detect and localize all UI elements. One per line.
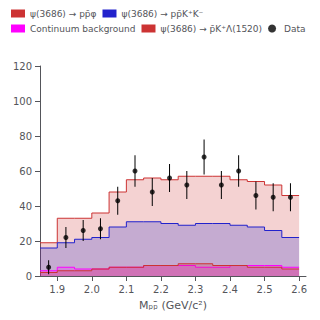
svg-text:0: 0 xyxy=(26,271,32,282)
svg-text:100: 100 xyxy=(13,96,32,107)
svg-text:ψ(3686) → p̄K⁺Λ(1520): ψ(3686) → p̄K⁺Λ(1520) xyxy=(160,24,262,34)
svg-text:20: 20 xyxy=(19,236,32,247)
svg-text:ψ(3686) → pp̄K⁺K⁻: ψ(3686) → pp̄K⁺K⁻ xyxy=(121,9,203,19)
svg-text:ψ(3686) → pp̄φ: ψ(3686) → pp̄φ xyxy=(30,9,97,19)
svg-text:80: 80 xyxy=(19,131,32,142)
svg-text:2.0: 2.0 xyxy=(84,284,100,295)
svg-text:Data: Data xyxy=(284,24,306,34)
svg-text:1.9: 1.9 xyxy=(49,284,65,295)
svg-text:2.2: 2.2 xyxy=(153,284,169,295)
svg-text:2.1: 2.1 xyxy=(118,284,134,295)
svg-text:Mₚₚ̄ (GeV/c²): Mₚₚ̄ (GeV/c²) xyxy=(139,299,207,312)
svg-text:2.4: 2.4 xyxy=(222,284,238,295)
svg-text:Continuum background: Continuum background xyxy=(30,24,136,34)
svg-text:2.6: 2.6 xyxy=(291,284,307,295)
svg-text:2.3: 2.3 xyxy=(188,284,204,295)
svg-text:120: 120 xyxy=(13,61,32,72)
svg-text:40: 40 xyxy=(19,201,32,212)
svg-text:2.5: 2.5 xyxy=(257,284,273,295)
svg-text:60: 60 xyxy=(19,166,32,177)
